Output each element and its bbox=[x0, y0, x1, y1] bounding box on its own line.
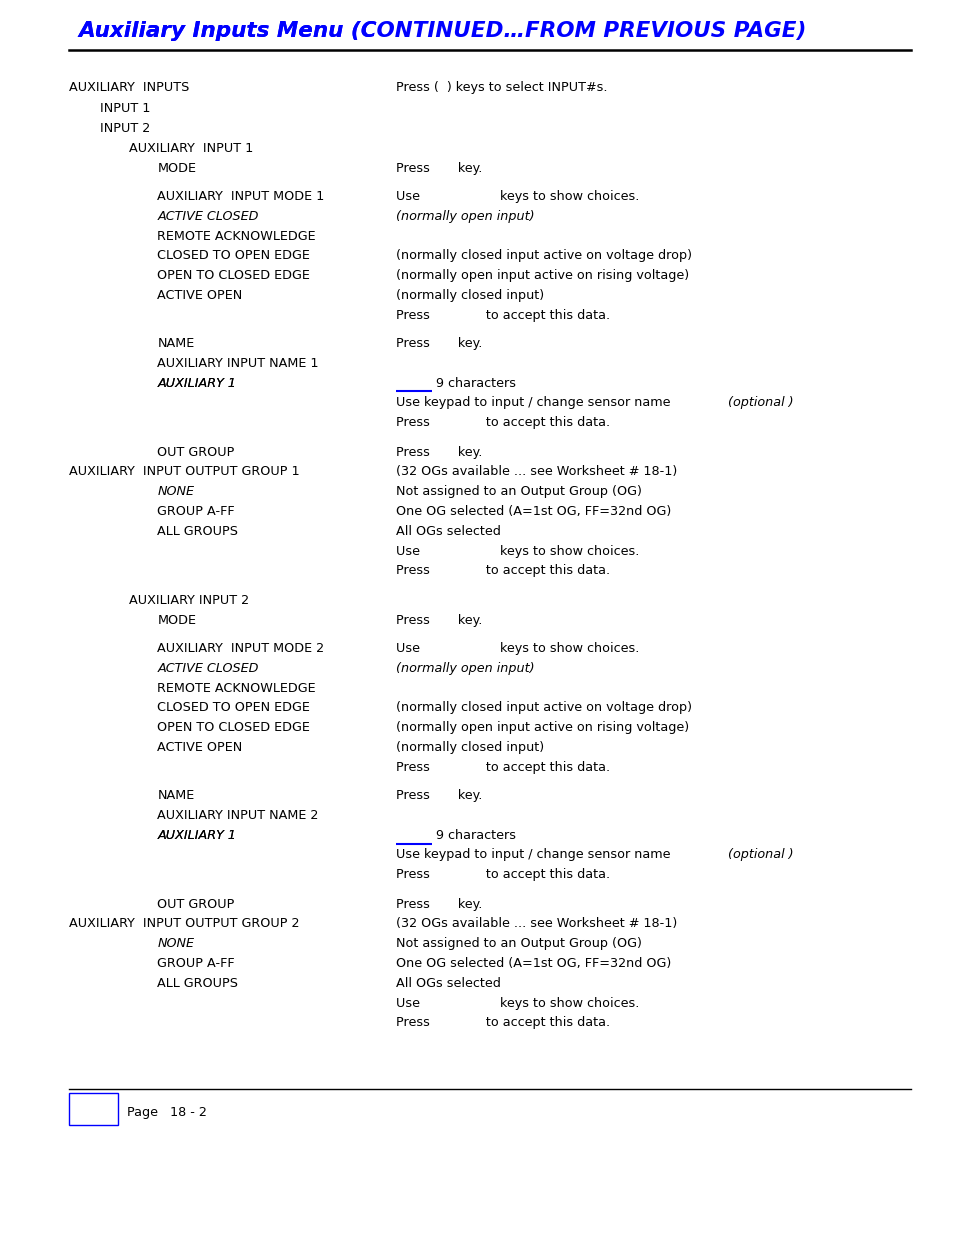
Text: Press       key.: Press key. bbox=[395, 614, 482, 626]
Text: NONE: NONE bbox=[157, 937, 194, 950]
Text: Page   18 - 2: Page 18 - 2 bbox=[127, 1107, 207, 1119]
Text: Use                    keys to show choices.: Use keys to show choices. bbox=[395, 545, 639, 557]
Text: NONE: NONE bbox=[157, 485, 194, 498]
Text: Auxiliary Inputs Menu (C: Auxiliary Inputs Menu (C bbox=[78, 21, 376, 41]
Text: 9 characters: 9 characters bbox=[432, 829, 516, 841]
Text: Press              to accept this data.: Press to accept this data. bbox=[395, 309, 609, 321]
Text: One OG selected (A=1st OG, FF=32nd OG): One OG selected (A=1st OG, FF=32nd OG) bbox=[395, 505, 671, 517]
Text: CLOSED TO OPEN EDGE: CLOSED TO OPEN EDGE bbox=[157, 249, 310, 262]
Text: (normally closed input active on voltage drop): (normally closed input active on voltage… bbox=[395, 701, 691, 714]
Text: AUXILIARY INPUT 2: AUXILIARY INPUT 2 bbox=[129, 594, 249, 606]
Text: OPEN TO CLOSED EDGE: OPEN TO CLOSED EDGE bbox=[157, 269, 310, 282]
Text: 9 characters: 9 characters bbox=[432, 377, 516, 389]
Text: Press       key.: Press key. bbox=[395, 446, 482, 458]
Text: AUXILIARY INPUT NAME 2: AUXILIARY INPUT NAME 2 bbox=[157, 809, 318, 821]
Text: AUXILIARY INPUT NAME 1: AUXILIARY INPUT NAME 1 bbox=[157, 357, 318, 369]
Text: (normally open input active on rising voltage): (normally open input active on rising vo… bbox=[395, 721, 688, 734]
Text: OPEN TO CLOSED EDGE: OPEN TO CLOSED EDGE bbox=[157, 721, 310, 734]
Text: NAME: NAME bbox=[157, 789, 194, 802]
Text: Press       key.: Press key. bbox=[395, 898, 482, 910]
Text: (normally closed input active on voltage drop): (normally closed input active on voltage… bbox=[395, 249, 691, 262]
Text: (normally closed input): (normally closed input) bbox=[395, 741, 543, 753]
Text: Press       key.: Press key. bbox=[395, 162, 482, 174]
Text: AUXILIARY  INPUTS: AUXILIARY INPUTS bbox=[69, 82, 189, 94]
Text: AUXILIARY  INPUT OUTPUT GROUP 2: AUXILIARY INPUT OUTPUT GROUP 2 bbox=[69, 918, 299, 930]
Text: AUXILIARY 1: AUXILIARY 1 bbox=[157, 377, 236, 389]
Text: Use                    keys to show choices.: Use keys to show choices. bbox=[395, 190, 639, 203]
Text: One OG selected (A=1st OG, FF=32nd OG): One OG selected (A=1st OG, FF=32nd OG) bbox=[395, 957, 671, 969]
Text: All OGs selected: All OGs selected bbox=[395, 977, 500, 989]
Text: Press       key.: Press key. bbox=[395, 789, 482, 802]
Text: REMOTE ACKNOWLEDGE: REMOTE ACKNOWLEDGE bbox=[157, 230, 315, 242]
Text: AUXILIARY 1: AUXILIARY 1 bbox=[157, 829, 236, 841]
FancyBboxPatch shape bbox=[69, 1093, 118, 1125]
Text: (optional ): (optional ) bbox=[727, 848, 793, 861]
Text: NAME: NAME bbox=[157, 337, 194, 350]
Text: Auxiliary Inputs Menu (CONTINUED…FROM PREVIOUS PAGE): Auxiliary Inputs Menu (CONTINUED…FROM PR… bbox=[78, 21, 805, 41]
Text: Not assigned to an Output Group (OG): Not assigned to an Output Group (OG) bbox=[395, 937, 641, 950]
Text: ACTIVE OPEN: ACTIVE OPEN bbox=[157, 289, 242, 301]
Text: GROUP A-FF: GROUP A-FF bbox=[157, 957, 234, 969]
Text: Press              to accept this data.: Press to accept this data. bbox=[395, 868, 609, 881]
Text: ACTIVE OPEN: ACTIVE OPEN bbox=[157, 741, 242, 753]
Text: ACTIVE CLOSED: ACTIVE CLOSED bbox=[157, 210, 258, 222]
Text: Press              to accept this data.: Press to accept this data. bbox=[395, 761, 609, 773]
Text: AUXILIARY 1: AUXILIARY 1 bbox=[157, 377, 236, 389]
Text: ALL GROUPS: ALL GROUPS bbox=[157, 977, 238, 989]
Text: INPUT 2: INPUT 2 bbox=[100, 122, 151, 135]
Text: MODE: MODE bbox=[157, 162, 196, 174]
Text: Press              to accept this data.: Press to accept this data. bbox=[395, 564, 609, 577]
Text: Use                    keys to show choices.: Use keys to show choices. bbox=[395, 642, 639, 655]
Text: AUXILIARY  INPUT MODE 2: AUXILIARY INPUT MODE 2 bbox=[157, 642, 324, 655]
Text: CLOSED TO OPEN EDGE: CLOSED TO OPEN EDGE bbox=[157, 701, 310, 714]
Text: (normally open input active on rising voltage): (normally open input active on rising vo… bbox=[395, 269, 688, 282]
Text: Press       key.: Press key. bbox=[395, 337, 482, 350]
Text: Use keypad to input / change sensor name: Use keypad to input / change sensor name bbox=[395, 848, 674, 861]
Text: (normally closed input): (normally closed input) bbox=[395, 289, 543, 301]
Text: Press              to accept this data.: Press to accept this data. bbox=[395, 1016, 609, 1029]
Text: ACTIVE CLOSED: ACTIVE CLOSED bbox=[157, 662, 258, 674]
Text: INPUT 1: INPUT 1 bbox=[100, 103, 151, 115]
Text: Use keypad to input / change sensor name: Use keypad to input / change sensor name bbox=[395, 396, 674, 409]
Text: (32 OGs available ... see Worksheet # 18-1): (32 OGs available ... see Worksheet # 18… bbox=[395, 466, 677, 478]
Text: AUXILIARY  INPUT MODE 1: AUXILIARY INPUT MODE 1 bbox=[157, 190, 324, 203]
Text: MODE: MODE bbox=[157, 614, 196, 626]
Text: Press              to accept this data.: Press to accept this data. bbox=[395, 416, 609, 429]
Text: Not assigned to an Output Group (OG): Not assigned to an Output Group (OG) bbox=[395, 485, 641, 498]
Text: (optional ): (optional ) bbox=[727, 396, 793, 409]
Text: AUXILIARY 1: AUXILIARY 1 bbox=[157, 829, 236, 841]
Text: OUT GROUP: OUT GROUP bbox=[157, 446, 234, 458]
Text: (normally open input): (normally open input) bbox=[395, 662, 534, 674]
Text: AUXILIARY  INPUT OUTPUT GROUP 1: AUXILIARY INPUT OUTPUT GROUP 1 bbox=[69, 466, 299, 478]
Text: REMOTE ACKNOWLEDGE: REMOTE ACKNOWLEDGE bbox=[157, 682, 315, 694]
Text: (normally open input): (normally open input) bbox=[395, 210, 534, 222]
Text: GROUP A-FF: GROUP A-FF bbox=[157, 505, 234, 517]
Text: OUT GROUP: OUT GROUP bbox=[157, 898, 234, 910]
Text: Use                    keys to show choices.: Use keys to show choices. bbox=[395, 997, 639, 1009]
Text: Press (  ) keys to select INPUT#s.: Press ( ) keys to select INPUT#s. bbox=[395, 82, 607, 94]
Text: (32 OGs available ... see Worksheet # 18-1): (32 OGs available ... see Worksheet # 18… bbox=[395, 918, 677, 930]
Text: All OGs selected: All OGs selected bbox=[395, 525, 500, 537]
Text: ALL GROUPS: ALL GROUPS bbox=[157, 525, 238, 537]
Text: AUXILIARY  INPUT 1: AUXILIARY INPUT 1 bbox=[129, 142, 253, 154]
